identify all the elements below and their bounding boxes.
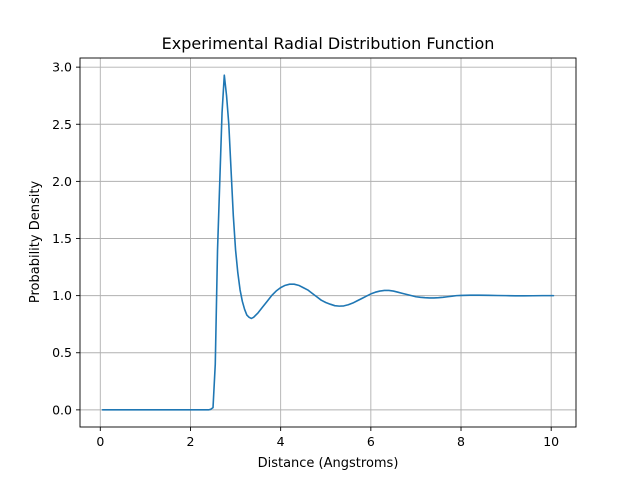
y-tick-label: 3.0 [52,60,72,75]
x-tick-label: 4 [277,434,285,449]
y-tick-label: 2.0 [52,174,72,189]
y-tick-label: 0.0 [52,402,72,417]
x-tick-label: 8 [457,434,465,449]
x-axis-label: Distance (Angstroms) [258,456,399,471]
y-axis-label: Probability Density [28,181,43,304]
x-tick-label: 6 [367,434,375,449]
grid [80,58,576,427]
y-tick-label: 1.5 [52,231,72,246]
chart-title: Experimental Radial Distribution Functio… [162,34,495,53]
ticks: 0 2 4 6 8 10 0.0 0.5 1.0 1.5 2.0 2.5 3.0 [52,60,559,449]
y-tick-label: 0.5 [52,345,72,360]
plot-frame [79,57,577,428]
x-tick-label: 10 [543,434,559,449]
y-tick-label: 1.0 [52,288,72,303]
x-tick-label: 2 [186,434,194,449]
x-tick-label: 0 [96,434,104,449]
rdf-series-line [101,74,555,411]
series-layer [101,74,555,411]
y-tick-label: 2.5 [52,117,72,132]
